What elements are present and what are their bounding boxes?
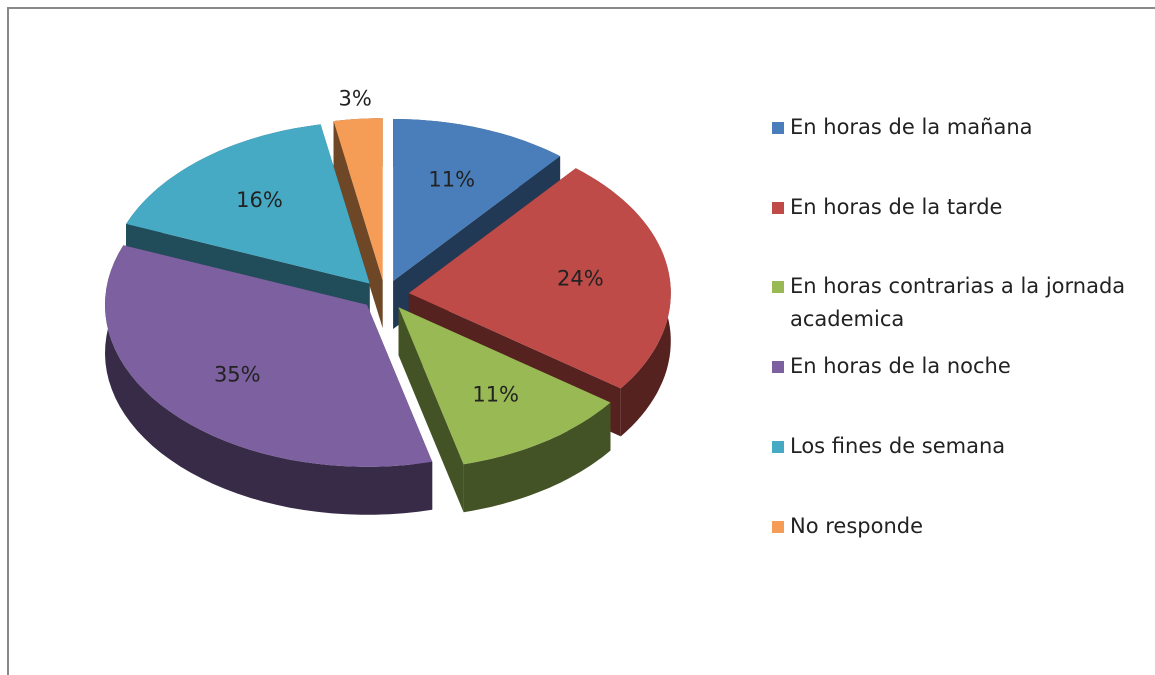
slice-wall: [463, 402, 611, 513]
legend-label: No responde: [790, 514, 924, 538]
slice: [105, 245, 433, 515]
slice-wall: [105, 245, 433, 515]
slice-top: [333, 118, 383, 281]
legend-swatch: [772, 202, 784, 214]
data-label: 35%: [214, 363, 261, 387]
legend-item: Los fines de semana: [772, 430, 1152, 463]
legend-label: En horas de la noche: [790, 354, 1011, 378]
legend-item: No responde: [772, 510, 1152, 543]
legend-label: Los fines de semana: [790, 434, 1006, 458]
legend-label: En horas contrarias a la jornada academi…: [790, 274, 1126, 331]
chart-frame: [7, 7, 1155, 675]
legend-swatch: [772, 521, 784, 533]
slice-top: [408, 168, 671, 389]
legend-item: En horas de la tarde: [772, 191, 1152, 224]
legend-item: En horas de la mañana: [772, 111, 1152, 144]
legend-item: En horas contrarias a la jornada academi…: [772, 270, 1152, 336]
slice-top: [105, 245, 433, 467]
slice: [333, 118, 383, 329]
legend-swatch: [772, 122, 784, 134]
legend-swatch: [772, 281, 784, 293]
data-label: 3%: [338, 87, 371, 111]
data-label: 24%: [557, 267, 604, 291]
legend-swatch: [772, 361, 784, 373]
slice-top: [393, 119, 561, 281]
slice-top: [398, 307, 611, 465]
data-label: 11%: [472, 383, 519, 407]
legend-label: En horas de la tarde: [790, 195, 1003, 219]
legend-label: En horas de la mañana: [790, 115, 1033, 139]
slice-side: [333, 121, 383, 329]
slice-top: [126, 124, 370, 284]
slice: [398, 307, 611, 513]
data-label: 16%: [236, 188, 283, 212]
slice-side: [398, 307, 464, 513]
legend-item: En horas de la noche: [772, 350, 1152, 383]
data-label: 11%: [428, 167, 475, 191]
legend-swatch: [772, 441, 784, 453]
